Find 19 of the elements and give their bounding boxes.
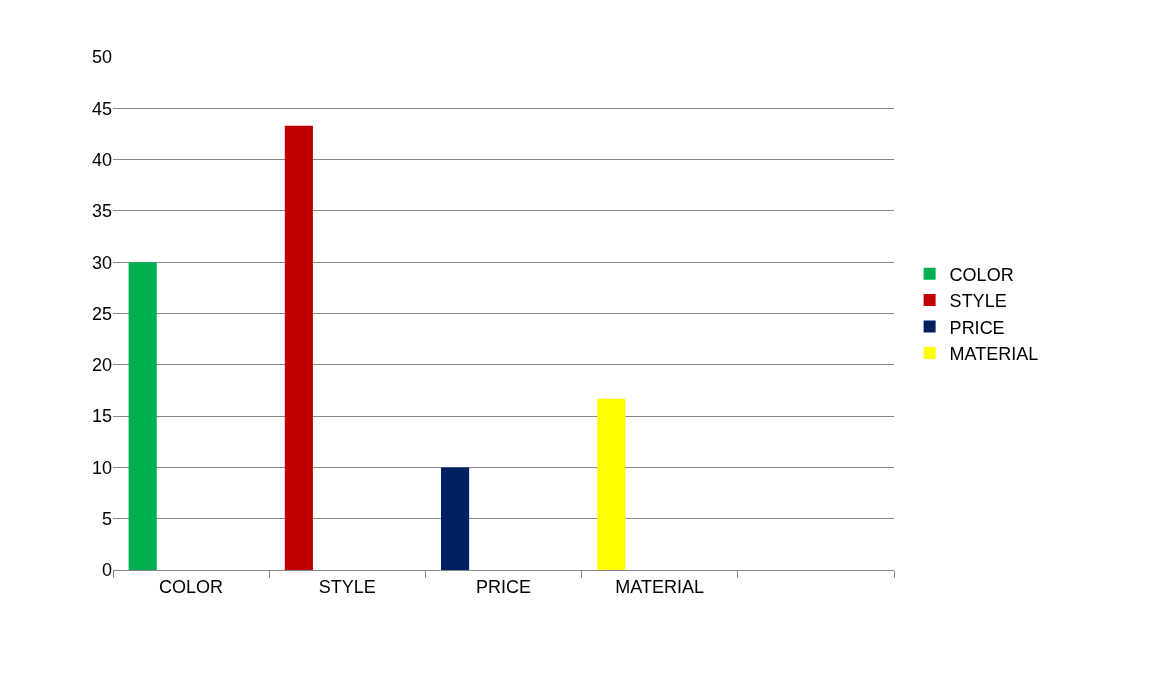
x-tick-label: MATERIAL	[615, 576, 705, 597]
y-tick-label: 50	[91, 47, 112, 68]
y-tick-label: 45	[91, 98, 112, 119]
legend-label: MATERIAL	[949, 343, 1039, 364]
y-tick-label: 0	[101, 560, 112, 581]
y-tick-label: 5	[101, 509, 112, 529]
x-tick-label: STYLE	[318, 576, 376, 597]
y-tick-label: 30	[91, 252, 112, 273]
y-tick-label: 15	[91, 406, 112, 427]
x-tick-label: COLOR	[159, 576, 224, 597]
y-tick-label: 35	[91, 201, 112, 222]
y-tick-label: 25	[91, 303, 112, 324]
y-tick-label: 40	[91, 149, 112, 170]
y-tick-label: 20	[91, 355, 112, 376]
legend-label: STYLE	[949, 291, 1007, 312]
legend-label: PRICE	[949, 317, 1005, 338]
y-tick-label: 10	[91, 457, 112, 478]
x-tick-label: PRICE	[475, 576, 532, 597]
legend-label: COLOR	[949, 264, 1014, 285]
